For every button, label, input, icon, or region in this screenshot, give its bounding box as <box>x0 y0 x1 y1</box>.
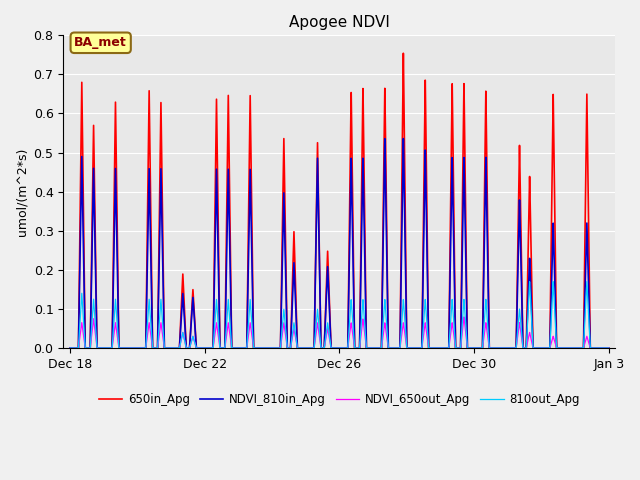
NDVI_810in_Apg <box>605 345 612 351</box>
NDVI_810in_Apg <box>261 345 269 351</box>
Legend: 650in_Apg, NDVI_810in_Apg, NDVI_650out_Apg, 810out_Apg: 650in_Apg, NDVI_810in_Apg, NDVI_650out_A… <box>94 388 585 411</box>
810out_Apg <box>605 345 612 351</box>
NDVI_650out_Apg <box>66 345 74 351</box>
Title: Apogee NDVI: Apogee NDVI <box>289 15 390 30</box>
650in_Apg <box>93 345 101 351</box>
NDVI_810in_Apg <box>385 345 392 351</box>
NDVI_650out_Apg <box>93 345 101 351</box>
NDVI_810in_Apg <box>408 345 416 351</box>
NDVI_810in_Apg <box>66 345 74 351</box>
Line: 810out_Apg: 810out_Apg <box>70 282 609 348</box>
Line: NDVI_810in_Apg: NDVI_810in_Apg <box>70 139 609 348</box>
NDVI_810in_Apg <box>93 345 101 351</box>
NDVI_650out_Apg <box>385 345 392 351</box>
NDVI_810in_Apg <box>399 136 407 142</box>
650in_Apg <box>66 345 74 351</box>
810out_Apg <box>465 345 473 351</box>
650in_Apg <box>605 345 612 351</box>
810out_Apg <box>261 345 269 351</box>
NDVI_650out_Apg <box>460 314 468 320</box>
810out_Apg <box>385 345 392 351</box>
650in_Apg <box>408 345 416 351</box>
810out_Apg <box>408 345 416 351</box>
810out_Apg <box>66 345 74 351</box>
810out_Apg <box>93 345 101 351</box>
NDVI_650out_Apg <box>408 345 416 351</box>
650in_Apg <box>494 345 502 351</box>
Text: BA_met: BA_met <box>74 36 127 49</box>
NDVI_650out_Apg <box>466 345 474 351</box>
650in_Apg <box>399 50 407 56</box>
650in_Apg <box>466 345 474 351</box>
810out_Apg <box>494 345 502 351</box>
NDVI_650out_Apg <box>261 345 269 351</box>
Line: 650in_Apg: 650in_Apg <box>70 53 609 348</box>
NDVI_650out_Apg <box>605 345 612 351</box>
Y-axis label: umol/(m^2*s): umol/(m^2*s) <box>15 147 28 236</box>
NDVI_810in_Apg <box>466 345 474 351</box>
810out_Apg <box>583 279 591 285</box>
NDVI_650out_Apg <box>494 345 502 351</box>
NDVI_810in_Apg <box>494 345 502 351</box>
Line: NDVI_650out_Apg: NDVI_650out_Apg <box>70 317 609 348</box>
650in_Apg <box>385 345 392 351</box>
650in_Apg <box>261 345 269 351</box>
